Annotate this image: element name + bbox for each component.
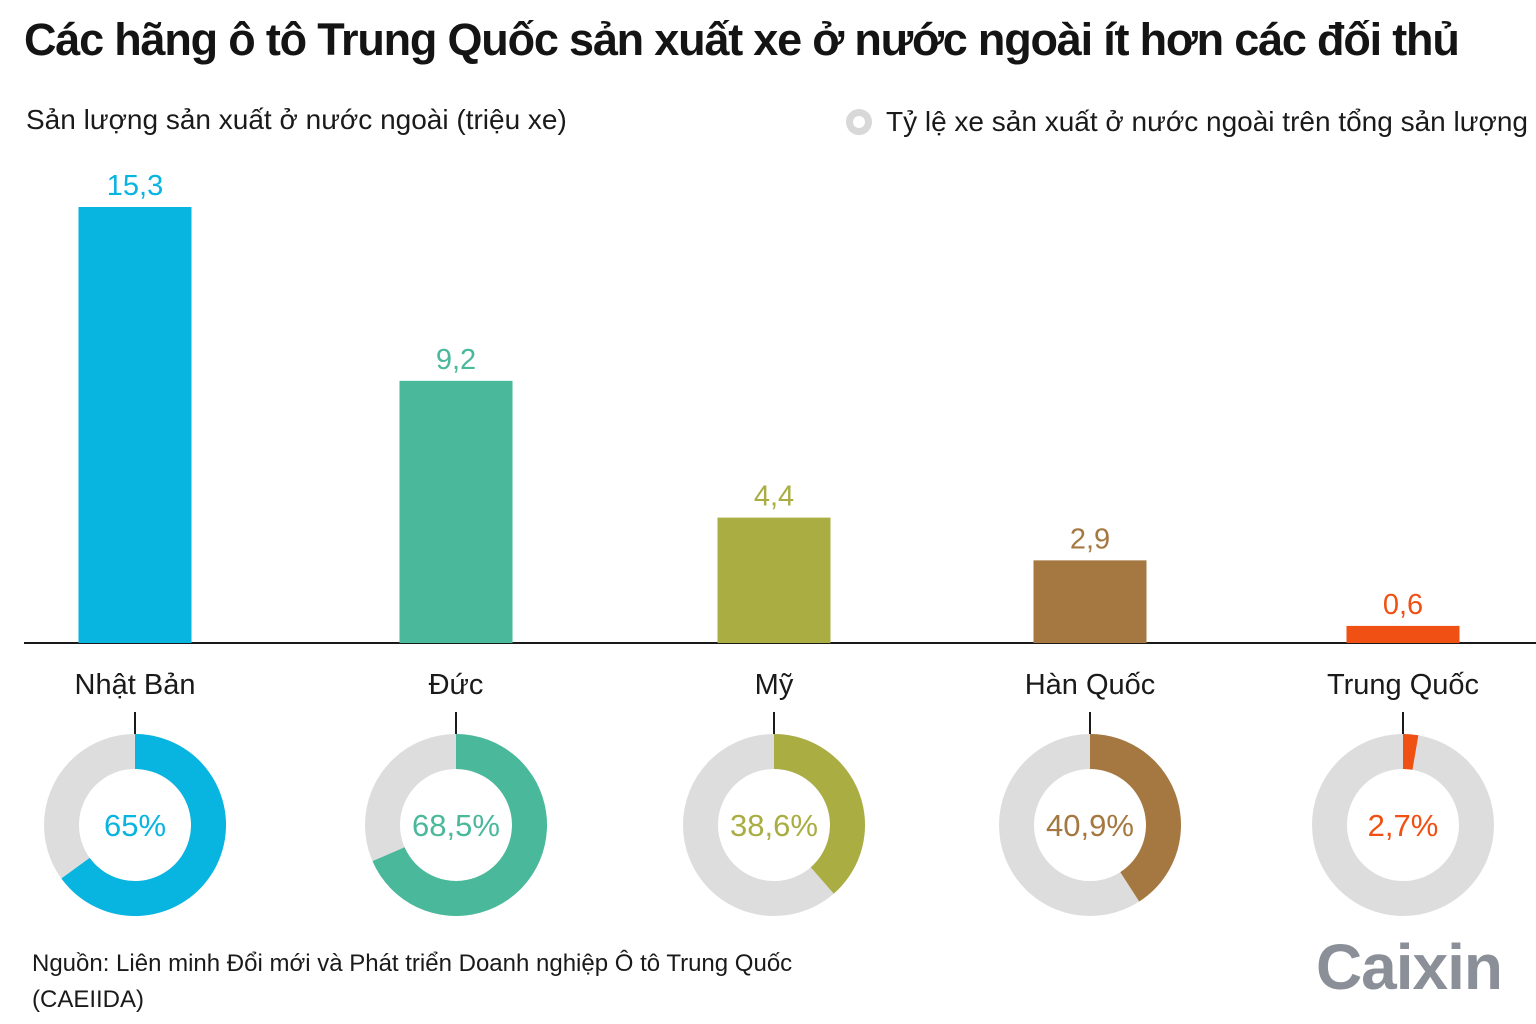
category-label: Hàn Quốc: [1025, 669, 1156, 701]
y-axis-label: Sản lượng sản xuất ở nước ngoài (triệu x…: [26, 104, 567, 135]
bar: [78, 207, 192, 643]
legend: Tỷ lệ xe sản xuất ở nước ngoài trên tổng…: [845, 106, 1528, 138]
bar: [399, 380, 513, 643]
category-label: Mỹ: [755, 669, 794, 701]
bar-chart: 15,3 Nhật Bản 65% 9,2 Đức 68,5% 4,4 Mỹ 38,6% 2,9 H…: [24, 170, 1536, 916]
bar-value-label: 4,4: [754, 481, 794, 513]
bar-value-label: 15,3: [107, 170, 163, 202]
category-label: Nhật Bản: [75, 669, 196, 701]
bar: [1033, 560, 1147, 643]
bar-value-label: 9,2: [436, 344, 476, 376]
legend-label: Tỷ lệ xe sản xuất ở nước ngoài trên tổng…: [885, 106, 1528, 137]
donut-percent-label: 2,7%: [1368, 808, 1439, 843]
bar-value-label: 0,6: [1383, 589, 1423, 621]
donut-share-arc: [372, 734, 547, 916]
donut-share-arc: [1403, 734, 1419, 770]
category-label: Trung Quốc: [1327, 669, 1479, 701]
bar: [717, 517, 831, 643]
legend-ring-icon: [845, 109, 872, 135]
donut-percent-label: 40,9%: [1046, 808, 1134, 843]
chart-title: Các hãng ô tô Trung Quốc sản xuất xe ở n…: [24, 14, 1460, 65]
donut-share-arc: [61, 734, 226, 916]
donut-percent-label: 65%: [104, 808, 166, 843]
bar-value-label: 2,9: [1070, 523, 1110, 555]
category-label: Đức: [429, 669, 484, 701]
donut-percent-label: 68,5%: [412, 808, 500, 843]
caixin-logo: Caixin: [1315, 931, 1503, 1003]
source-note: Nguồn: Liên minh Đổi mới và Phát triển D…: [32, 950, 793, 1013]
bar: [1346, 625, 1460, 643]
donut-percent-label: 38,6%: [730, 808, 818, 843]
donut-share-arc: [774, 734, 866, 894]
donut-share-arc: [1090, 734, 1181, 902]
